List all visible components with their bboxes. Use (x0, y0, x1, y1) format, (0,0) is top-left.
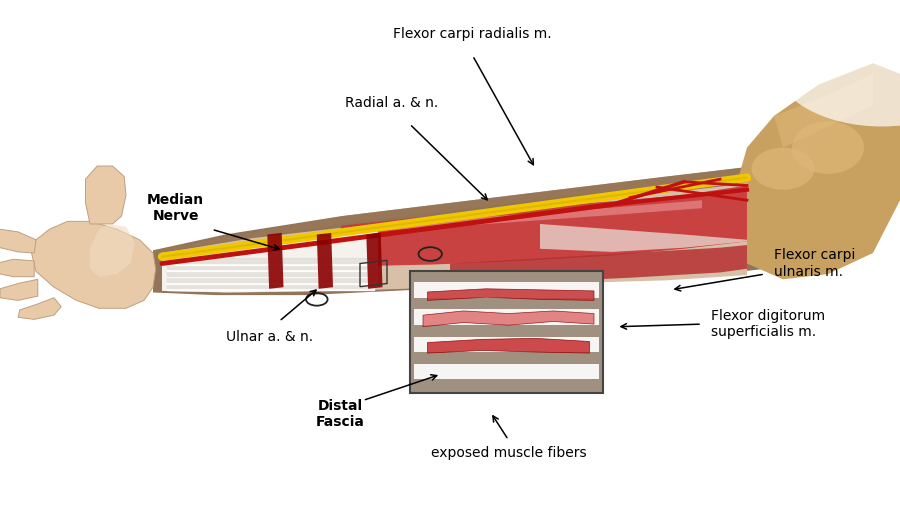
Polygon shape (0, 259, 34, 277)
Polygon shape (0, 229, 36, 253)
Polygon shape (267, 233, 284, 289)
Bar (414, 364, 598, 379)
Polygon shape (428, 338, 590, 353)
Polygon shape (378, 200, 702, 231)
Bar (414, 309, 598, 325)
Polygon shape (738, 63, 900, 279)
Bar (414, 282, 598, 298)
Ellipse shape (792, 121, 864, 174)
Polygon shape (162, 231, 378, 292)
Polygon shape (32, 221, 156, 308)
Polygon shape (423, 311, 594, 327)
Polygon shape (540, 224, 747, 252)
Polygon shape (86, 166, 126, 224)
Polygon shape (317, 233, 333, 289)
Polygon shape (774, 74, 873, 148)
Polygon shape (366, 233, 382, 289)
Text: Flexor digitorum
superficialis m.: Flexor digitorum superficialis m. (711, 309, 825, 339)
Polygon shape (153, 137, 873, 295)
Text: Flexor carpi
ulnaris m.: Flexor carpi ulnaris m. (774, 248, 855, 279)
Polygon shape (153, 137, 873, 253)
Bar (414, 337, 598, 353)
Circle shape (774, 0, 900, 126)
Text: Radial a. & n.: Radial a. & n. (345, 96, 438, 110)
Polygon shape (0, 279, 38, 300)
Polygon shape (162, 183, 747, 292)
Polygon shape (18, 298, 61, 319)
Ellipse shape (752, 148, 814, 190)
Polygon shape (428, 289, 594, 300)
Polygon shape (450, 245, 747, 286)
Text: exposed muscle fibers: exposed muscle fibers (431, 446, 586, 460)
Polygon shape (324, 186, 747, 266)
Text: Median
Nerve: Median Nerve (147, 193, 204, 223)
Bar (410, 271, 603, 393)
Text: Ulnar a. & n.: Ulnar a. & n. (227, 330, 313, 344)
Polygon shape (90, 224, 135, 277)
Text: Distal
Fascia: Distal Fascia (316, 398, 364, 429)
Text: Flexor carpi radialis m.: Flexor carpi radialis m. (393, 27, 552, 41)
